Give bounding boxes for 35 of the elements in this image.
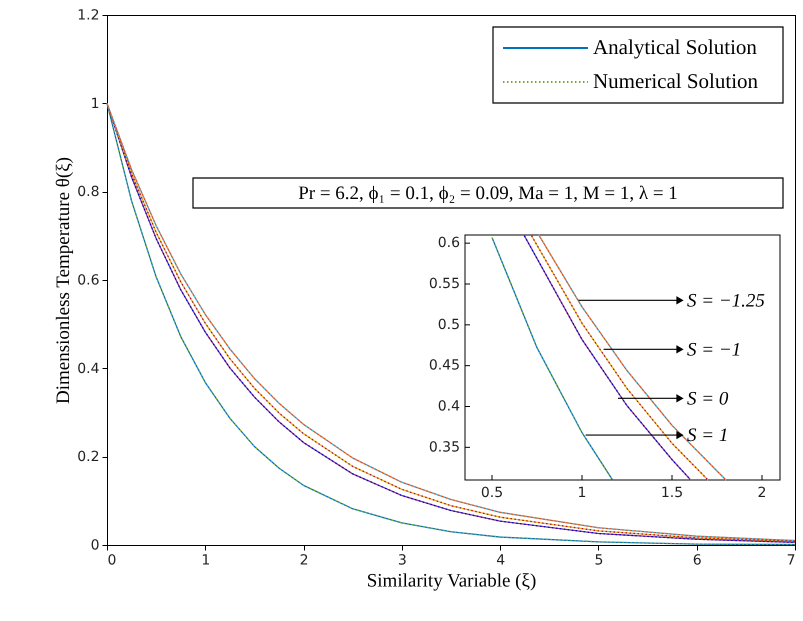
y-tick-label: 0.6 [438,235,460,252]
y-tick-label: 0.4 [77,360,100,377]
y-tick-label: 0.4 [438,398,460,414]
x-tick-label: 1.5 [660,485,684,501]
x-tick-label: 1 [578,485,586,501]
annotation: S = 1 [687,425,728,446]
x-tick-label: 0 [108,552,116,568]
y-tick-label: 1.2 [77,8,100,24]
y-tick-label: 0.35 [428,439,460,456]
x-tick-label: 2 [758,485,766,501]
legend-label: Analytical Solution [593,35,758,59]
y-tick-label: 0 [90,538,100,554]
y-tick-label: 1 [90,96,100,112]
y-axis-title: Dimensionless Temperature θ(ξ) [53,157,74,404]
y-tick-label: 0.8 [77,184,100,200]
x-tick-label: 2 [300,552,309,568]
y-tick-label: 0.45 [428,358,460,374]
x-tick-label: 0.5 [480,485,504,501]
x-tick-label: 6 [692,552,702,568]
x-axis-title: Similarity Variable (ξ) [366,570,536,592]
y-tick-label: 0.55 [428,276,460,292]
x-tick-label: 5 [594,552,604,568]
x-tick-label: 7 [786,552,796,568]
x-tick-label: 4 [496,552,506,568]
x-tick-label: 3 [398,552,407,568]
annotation: Pr = 6.2, ϕ₁ = 0.1, ϕ₂ = 0.09, Ma = 1, M = 1, λ = 1 [298,183,678,204]
legend-label: Numerical Solution [593,69,759,93]
x-tick-label: 1 [201,552,210,568]
annotation: S = −1 [687,339,742,360]
annotation: S = −1.25 [687,290,765,312]
y-tick-label: 0.2 [77,449,100,466]
annotation: S = 0 [687,388,729,410]
line-series [491,236,614,481]
y-tick-label: 0.6 [77,272,100,288]
y-tick-label: 0.5 [438,316,460,333]
